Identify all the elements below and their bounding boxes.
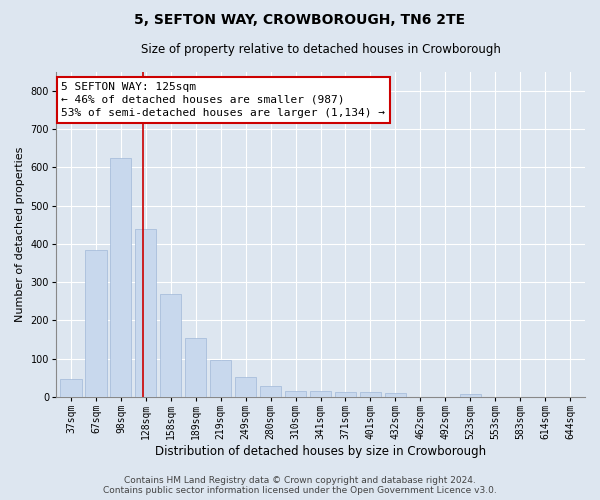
Bar [460, 394, 481, 397]
Text: 5, SEFTON WAY, CROWBOROUGH, TN6 2TE: 5, SEFTON WAY, CROWBOROUGH, TN6 2TE [134, 12, 466, 26]
Bar [360, 392, 381, 397]
Bar [85, 250, 107, 397]
Bar [160, 294, 181, 397]
Bar [110, 158, 131, 397]
Text: 5 SEFTON WAY: 125sqm
← 46% of detached houses are smaller (987)
53% of semi-deta: 5 SEFTON WAY: 125sqm ← 46% of detached h… [61, 82, 385, 118]
Title: Size of property relative to detached houses in Crowborough: Size of property relative to detached ho… [140, 42, 500, 56]
Bar [135, 228, 157, 397]
Bar [335, 392, 356, 397]
Bar [235, 377, 256, 397]
Bar [61, 379, 82, 397]
Bar [385, 393, 406, 397]
Text: Contains HM Land Registry data © Crown copyright and database right 2024.
Contai: Contains HM Land Registry data © Crown c… [103, 476, 497, 495]
Bar [310, 391, 331, 397]
Bar [285, 391, 306, 397]
Bar [185, 338, 206, 397]
Bar [210, 360, 231, 397]
Y-axis label: Number of detached properties: Number of detached properties [15, 146, 25, 322]
X-axis label: Distribution of detached houses by size in Crowborough: Distribution of detached houses by size … [155, 444, 486, 458]
Bar [260, 386, 281, 397]
